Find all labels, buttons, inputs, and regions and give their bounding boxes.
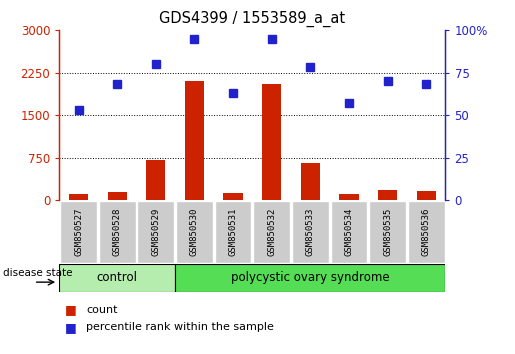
Text: disease state: disease state	[3, 268, 72, 278]
Text: GSM850527: GSM850527	[74, 208, 83, 256]
Bar	[262, 84, 281, 200]
Bar	[146, 160, 165, 200]
Bar	[224, 193, 243, 200]
Bar	[253, 201, 290, 263]
Bar	[59, 264, 175, 292]
Bar	[369, 201, 406, 263]
Bar	[69, 194, 88, 200]
Bar	[215, 201, 251, 263]
Bar	[138, 201, 174, 263]
Text: GSM850531: GSM850531	[229, 208, 237, 256]
Text: GSM850532: GSM850532	[267, 208, 276, 256]
Title: GDS4399 / 1553589_a_at: GDS4399 / 1553589_a_at	[159, 11, 346, 27]
Text: GSM850534: GSM850534	[345, 208, 353, 256]
Bar	[408, 201, 444, 263]
Text: polycystic ovary syndrome: polycystic ovary syndrome	[231, 272, 390, 284]
Bar	[417, 191, 436, 200]
Text: GSM850535: GSM850535	[383, 208, 392, 256]
Bar	[301, 163, 320, 200]
Text: GSM850536: GSM850536	[422, 208, 431, 256]
Bar	[331, 201, 367, 263]
Text: ■: ■	[64, 303, 76, 316]
Bar	[378, 190, 397, 200]
Bar	[99, 201, 135, 263]
Text: GSM850530: GSM850530	[190, 208, 199, 256]
Text: GSM850528: GSM850528	[113, 208, 122, 256]
Text: count: count	[86, 305, 117, 315]
Text: GSM850533: GSM850533	[306, 208, 315, 256]
Bar	[292, 201, 329, 263]
Text: ■: ■	[64, 321, 76, 334]
Bar	[185, 81, 204, 200]
Text: percentile rank within the sample: percentile rank within the sample	[86, 322, 274, 332]
Bar	[175, 264, 445, 292]
Text: control: control	[97, 272, 138, 284]
Bar	[339, 194, 358, 200]
Bar	[176, 201, 213, 263]
Text: GSM850529: GSM850529	[151, 208, 160, 256]
Bar	[60, 201, 97, 263]
Bar	[108, 192, 127, 200]
